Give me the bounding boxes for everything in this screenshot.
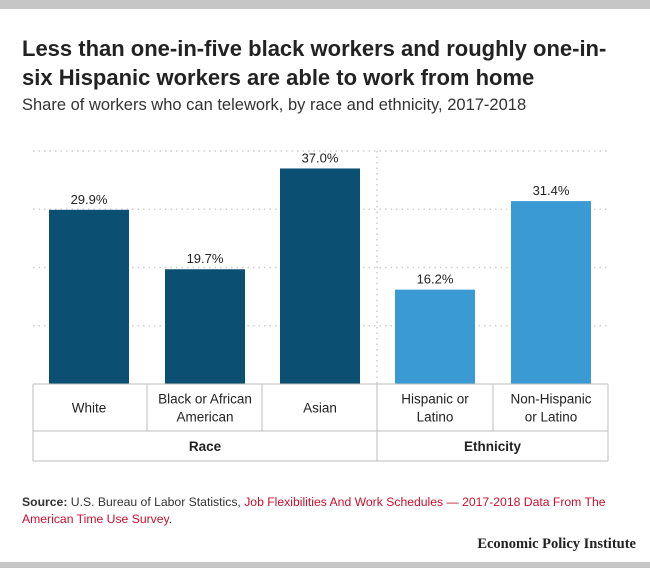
tick-label-1: White	[72, 401, 107, 416]
group-label-race: Race	[189, 439, 222, 454]
source-text: U.S. Bureau of Labor Statistics,	[67, 495, 245, 509]
group-label-ethnicity: Ethnicity	[464, 439, 521, 454]
tick-label-2: Black or African American	[158, 392, 252, 425]
source-note: Source: U.S. Bureau of Labor Statistics,…	[22, 494, 632, 528]
bar-5	[511, 201, 591, 384]
top-border	[0, 0, 650, 9]
brand-logo: Economic Policy Institute	[477, 536, 636, 552]
bottom-border	[0, 562, 650, 568]
source-label: Source:	[22, 495, 68, 509]
tick-label-5: Non-Hispanic or Latino	[510, 392, 591, 425]
data-label-3: 37.0%	[302, 150, 339, 165]
bar-1	[49, 209, 129, 384]
source-end: .	[168, 512, 173, 526]
data-label-5: 31.4%	[533, 183, 570, 198]
source-link[interactable]: Job Flexibilities And Work Schedules — 2…	[22, 495, 606, 526]
data-label-4: 16.2%	[417, 272, 454, 287]
tick-label-4: Hispanic or Latino	[401, 392, 469, 425]
data-label-2: 19.7%	[187, 251, 224, 266]
chart-subtitle: Share of workers who can telework, by ra…	[22, 96, 527, 114]
bar-3	[280, 168, 360, 384]
bar-2	[165, 269, 245, 384]
data-label-1: 29.9%	[71, 192, 108, 207]
chart-title: Less than one-in-five black workers and …	[22, 36, 607, 90]
tick-label-3: Asian	[303, 401, 337, 416]
bar-4	[395, 289, 475, 384]
bar-chart: 29.9% 19.7% 37.0% 16.2% 31.4% White Black or A…	[32, 150, 609, 462]
